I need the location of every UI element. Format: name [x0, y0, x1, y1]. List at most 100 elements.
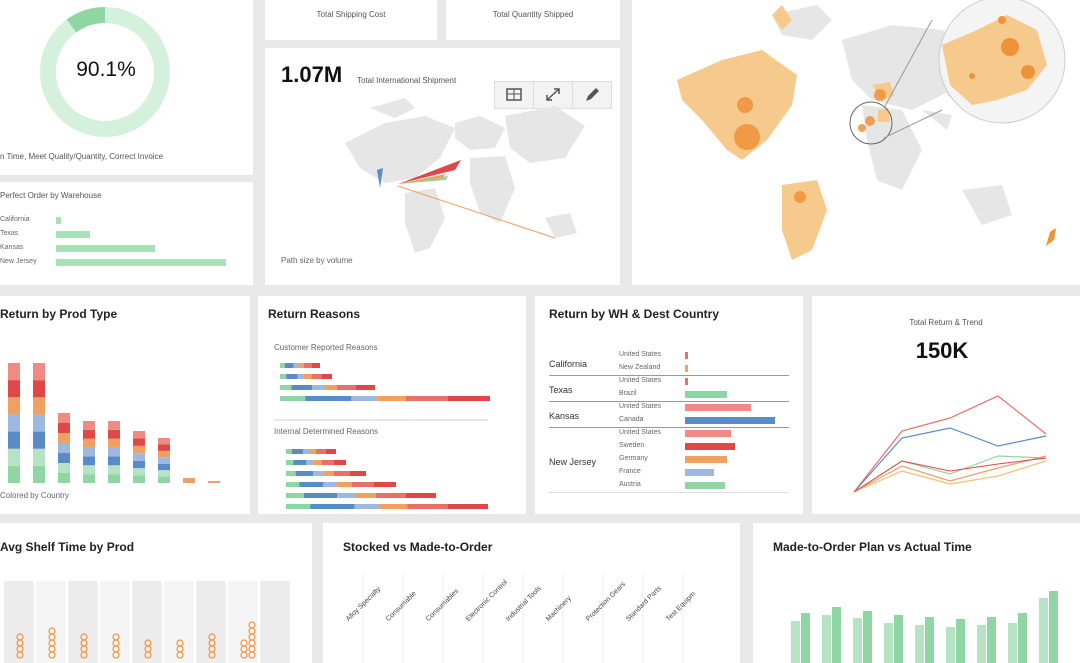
reason-bar-segment — [322, 460, 334, 465]
edit-button[interactable] — [572, 81, 612, 109]
shelf-dot — [80, 633, 88, 641]
reason-bar-segment — [312, 385, 324, 390]
reason-bar-segment — [310, 504, 355, 509]
reason-bar-segment — [354, 504, 379, 509]
wh-bar — [685, 352, 688, 359]
prod-bar-segment — [158, 444, 170, 451]
shelf-band — [36, 581, 66, 663]
reason-bar-segment — [337, 493, 355, 498]
prod-bar-segment — [83, 474, 95, 483]
reason-bar-segment — [286, 460, 294, 465]
prod-bar-segment — [8, 363, 20, 381]
wh-group-label: New Jersey — [549, 456, 597, 467]
reason-bar-segment — [406, 493, 436, 498]
prod-bar-segment — [8, 414, 20, 432]
return-wh-card: Return by WH & Dest Country California Un… — [535, 296, 803, 514]
plan-actual-chart — [791, 591, 1058, 663]
return-prod-type-footer: Colored by Country — [0, 491, 69, 500]
kpi-donut — [39, 7, 170, 138]
plan-bar — [946, 627, 955, 663]
prod-bar-segment — [58, 443, 70, 453]
reason-bar-segment — [311, 374, 322, 379]
prod-bar-segment — [183, 478, 195, 483]
reason-bar-segment — [286, 504, 311, 509]
reason-bar-segment — [355, 493, 376, 498]
shelf-dot — [208, 633, 216, 641]
customer-reasons-label: Customer Reported Reasons — [274, 343, 378, 352]
prod-bar-segment — [58, 473, 70, 483]
reason-bar-segment — [447, 504, 488, 509]
total-quantity-shipped-label: Total Quantity Shipped — [492, 10, 574, 19]
reason-bar-segment — [293, 460, 307, 465]
reason-bar-segment — [286, 471, 296, 476]
reason-bar-segment — [323, 482, 337, 487]
intl-shipment-value: 1.07M — [281, 62, 343, 87]
perfect-order-title: Perfect Order by Warehouse — [0, 191, 102, 200]
reason-bar-segment — [291, 385, 313, 390]
plan-actual-title: Made-to-Order Plan vs Actual Time — [773, 540, 972, 554]
shelf-band — [260, 581, 290, 663]
prod-bar-segment — [158, 438, 170, 445]
plan-bar — [853, 618, 862, 663]
wh-bar — [685, 365, 688, 372]
reason-bar-segment — [448, 396, 490, 401]
prod-bar-segment — [83, 456, 95, 466]
return-reasons-chart — [274, 363, 490, 509]
reason-bar-segment — [334, 471, 350, 476]
kpi-value: 90.1% — [76, 58, 136, 81]
reason-bar-segment — [316, 449, 326, 454]
plan-bar — [1008, 623, 1017, 663]
reason-bar-segment — [313, 460, 322, 465]
actual-bar — [987, 617, 996, 663]
perfect-order-card: Perfect Order by Warehouse California Tex… — [0, 182, 253, 285]
prod-bar-segment — [33, 431, 45, 449]
prod-bar-segment — [58, 463, 70, 473]
total-quantity-shipped-card: Total Quantity Shipped — [446, 0, 620, 40]
prod-bar-segment — [108, 465, 120, 475]
wh-country-label: Sweden — [619, 442, 645, 449]
intl-shipment-card: 1.07M Total International Shipment Path … — [265, 48, 620, 285]
intl-shipment-footer: Path size by volume — [281, 256, 353, 265]
wh-group-label: Kansas — [549, 411, 580, 421]
actual-bar — [1049, 591, 1058, 663]
shelf-band — [4, 581, 34, 663]
wh-country-label: United States — [619, 377, 662, 384]
shelf-dot — [144, 639, 152, 647]
plan-bar — [1039, 598, 1048, 663]
prod-bar-segment — [83, 438, 95, 448]
reason-bar-segment — [334, 460, 346, 465]
avg-shelf-card: Avg Shelf Time by Prod — [0, 523, 312, 663]
reason-bar-segment — [298, 363, 304, 368]
shelf-band — [196, 581, 226, 663]
actual-bar — [956, 619, 965, 663]
wh-bar — [685, 430, 732, 437]
perfect-order-bar — [56, 245, 155, 252]
wh-group-label: Texas — [549, 385, 573, 395]
avg-shelf-title: Avg Shelf Time by Prod — [0, 540, 135, 554]
shelf-band — [68, 581, 98, 663]
wh-country-label: United States — [619, 403, 662, 410]
perfect-order-label: Kansas — [0, 244, 24, 251]
reason-bar-segment — [309, 449, 316, 454]
prod-bar-segment — [58, 413, 70, 423]
stocked-title: Stocked vs Made-to-Order — [343, 540, 493, 554]
shelf-dot — [48, 627, 56, 635]
intl-shipment-map — [345, 98, 585, 253]
prod-bar-segment — [133, 475, 145, 483]
table-icon — [506, 88, 522, 101]
kpi-card: 90.1% n Time, Meet Quality/Quantity, Cor… — [0, 0, 253, 175]
plan-bar — [977, 625, 986, 663]
prod-bar-segment — [108, 421, 120, 430]
prod-bar-segment — [83, 447, 95, 457]
perfect-order-bar — [56, 231, 90, 238]
reason-bar-segment — [297, 374, 304, 379]
wh-group-divider — [549, 401, 789, 402]
reason-bar-segment — [336, 482, 352, 487]
prod-bar-segment — [133, 445, 145, 454]
shelf-dot — [240, 639, 248, 647]
wh-bar — [685, 443, 735, 450]
table-view-button[interactable] — [494, 81, 534, 109]
world-map-card — [632, 0, 1080, 285]
reason-bar-segment — [299, 482, 324, 487]
prod-bar-segment — [8, 397, 20, 415]
